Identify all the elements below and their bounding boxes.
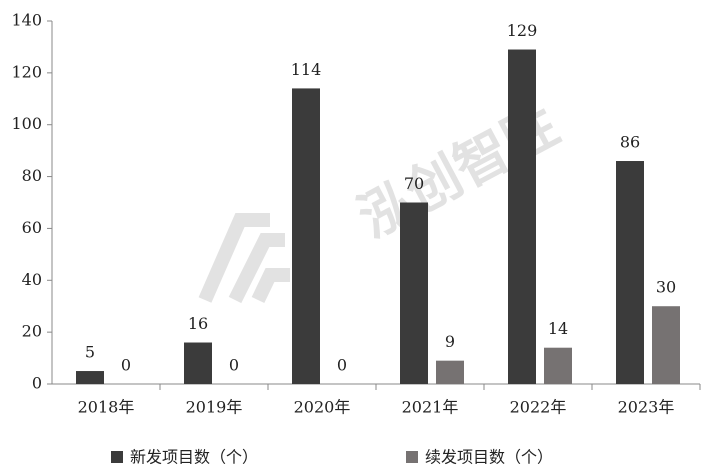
data-label: 0: [121, 356, 131, 375]
y-tick-label: 20: [22, 322, 42, 341]
x-tick-label: 2023年: [618, 398, 675, 417]
bar: [616, 161, 644, 384]
legend-swatch: [111, 451, 123, 463]
bar: [400, 202, 428, 384]
x-tick-label: 2020年: [294, 398, 351, 417]
data-label: 5: [85, 343, 95, 362]
bar: [184, 342, 212, 384]
bar: [652, 306, 680, 384]
y-tick-label: 40: [22, 270, 42, 289]
data-label: 9: [445, 332, 455, 351]
y-tick-label: 80: [22, 166, 42, 185]
data-label: 30: [656, 278, 676, 297]
y-tick-label: 60: [22, 218, 42, 237]
bar: [76, 371, 104, 384]
x-tick-label: 2019年: [186, 398, 243, 417]
y-tick-label: 120: [11, 62, 42, 81]
y-tick-label: 100: [11, 114, 42, 133]
data-label: 0: [337, 356, 347, 375]
data-label: 14: [548, 319, 568, 338]
bar: [508, 49, 536, 385]
x-tick-label: 2018年: [78, 398, 135, 417]
x-tick-label: 2022年: [510, 398, 567, 417]
legend-label: 续发项目数（个）: [425, 448, 553, 467]
data-label: 70: [404, 174, 424, 193]
y-tick-label: 0: [32, 374, 42, 393]
bar: [292, 88, 320, 385]
bar: [544, 347, 572, 384]
legend-label: 新发项目数（个）: [130, 448, 258, 467]
x-tick-label: 2021年: [402, 398, 459, 417]
legend-swatch: [406, 451, 418, 463]
watermark-logo: [198, 213, 290, 304]
data-label: 16: [188, 314, 208, 333]
data-label: 86: [620, 133, 640, 152]
bar: [436, 360, 464, 384]
data-label: 129: [507, 21, 538, 40]
y-tick-label: 140: [11, 11, 42, 30]
data-label: 114: [291, 60, 322, 79]
data-label: 0: [229, 356, 239, 375]
